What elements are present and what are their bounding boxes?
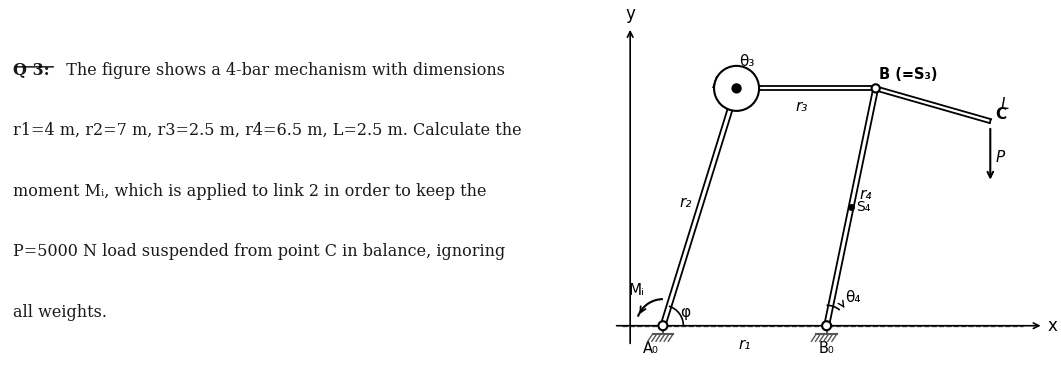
- Text: Q 3:: Q 3:: [13, 61, 50, 78]
- Circle shape: [733, 85, 740, 92]
- Text: r₂: r₂: [679, 196, 692, 210]
- Text: C: C: [995, 108, 1006, 122]
- Text: A₀: A₀: [643, 341, 659, 356]
- Text: r1=4 m, r2=7 m, r3=2.5 m, r4=6.5 m, L=2.5 m. Calculate the: r1=4 m, r2=7 m, r3=2.5 m, r4=6.5 m, L=2.…: [13, 122, 522, 139]
- Text: all weights.: all weights.: [13, 304, 107, 321]
- Circle shape: [659, 321, 667, 330]
- Text: y: y: [625, 5, 636, 23]
- Text: θ₄: θ₄: [846, 290, 860, 305]
- Text: A: A: [712, 76, 724, 91]
- Text: Mᵢ: Mᵢ: [628, 283, 644, 298]
- Text: x: x: [1047, 317, 1058, 335]
- Text: r₃: r₃: [796, 99, 808, 114]
- Text: L: L: [1001, 97, 1009, 112]
- Text: P=5000 N load suspended from point C in balance, ignoring: P=5000 N load suspended from point C in …: [13, 243, 505, 260]
- Text: φ: φ: [680, 305, 691, 320]
- Text: r₁: r₁: [738, 337, 751, 352]
- Text: θ₃: θ₃: [740, 54, 754, 69]
- Text: moment Mᵢ, which is applied to link 2 in order to keep the: moment Mᵢ, which is applied to link 2 in…: [13, 183, 487, 200]
- Text: r₄: r₄: [859, 187, 872, 202]
- Text: B₀: B₀: [819, 341, 834, 356]
- Circle shape: [732, 84, 741, 92]
- Text: P: P: [995, 150, 1005, 166]
- Text: S₄: S₄: [856, 200, 870, 214]
- Circle shape: [822, 321, 831, 330]
- Text: B (=S₃): B (=S₃): [879, 67, 938, 81]
- Text: The figure shows a 4-bar mechanism with dimensions: The figure shows a 4-bar mechanism with …: [56, 61, 505, 78]
- Circle shape: [872, 84, 880, 92]
- Circle shape: [714, 66, 759, 111]
